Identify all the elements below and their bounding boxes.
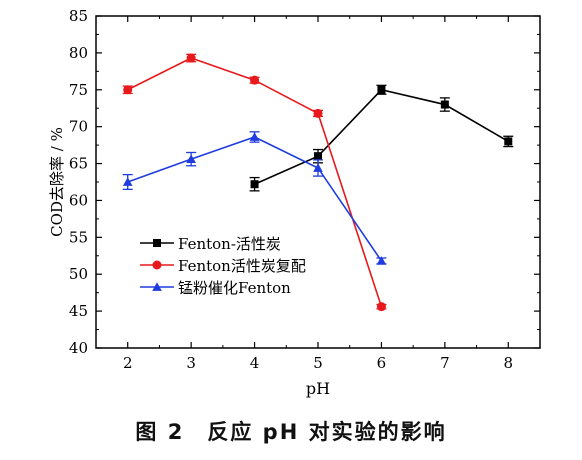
legend-label: Fenton活性炭复配 <box>178 257 306 275</box>
data-point <box>186 154 196 163</box>
y-tick-label: 55 <box>69 228 88 246</box>
y-tick-label: 80 <box>69 44 88 62</box>
y-tick-label: 50 <box>69 265 88 283</box>
series-layer <box>122 53 514 312</box>
data-point <box>186 53 196 63</box>
y-tick-label: 60 <box>69 191 88 209</box>
legend-marker <box>152 260 162 270</box>
data-point <box>123 85 133 95</box>
y-axis-label: COD去除率 / % <box>48 127 66 237</box>
x-tick-label: 6 <box>377 354 387 372</box>
data-point <box>313 163 323 172</box>
data-point <box>250 75 260 85</box>
series-line <box>254 88 509 185</box>
data-point <box>440 100 449 109</box>
y-tick-label: 75 <box>69 81 88 99</box>
legend-item-3: 锰粉催化Fenton <box>140 279 291 297</box>
x-tick-label: 8 <box>504 354 514 372</box>
data-point <box>314 152 322 161</box>
legend-label: Fenton-活性炭 <box>178 235 281 253</box>
y-tick-label: 40 <box>69 339 88 357</box>
series-3 <box>122 131 387 265</box>
plot-frame <box>95 15 541 349</box>
legend-marker <box>153 239 161 247</box>
legend-marker <box>152 282 162 291</box>
series-1 <box>249 84 514 192</box>
x-axis-label: pH <box>306 379 330 398</box>
legend-label: 锰粉催化Fenton <box>178 279 291 297</box>
x-tick-label: 4 <box>250 354 260 372</box>
x-tick-label: 3 <box>186 354 196 372</box>
x-tick-label: 7 <box>440 354 450 372</box>
legend-item-2: Fenton活性炭复配 <box>140 257 306 275</box>
data-point <box>122 177 133 186</box>
series-2 <box>122 53 387 312</box>
figure-caption: 图 2 反应 pH 对实验的影响 <box>135 420 447 444</box>
y-tick-label: 45 <box>69 302 88 320</box>
data-point <box>376 302 386 312</box>
y-tick-label: 65 <box>69 155 88 173</box>
data-point <box>313 108 323 118</box>
x-tick-label: 5 <box>313 354 323 372</box>
data-point <box>377 85 386 94</box>
y-tick-label: 70 <box>69 118 88 136</box>
data-point <box>250 180 259 189</box>
legend-item-1: Fenton-活性炭 <box>140 235 281 253</box>
x-tick-label: 2 <box>123 354 133 372</box>
data-point <box>376 256 387 265</box>
data-point <box>504 137 513 146</box>
y-tick-label: 85 <box>69 7 88 25</box>
data-point <box>249 132 260 141</box>
